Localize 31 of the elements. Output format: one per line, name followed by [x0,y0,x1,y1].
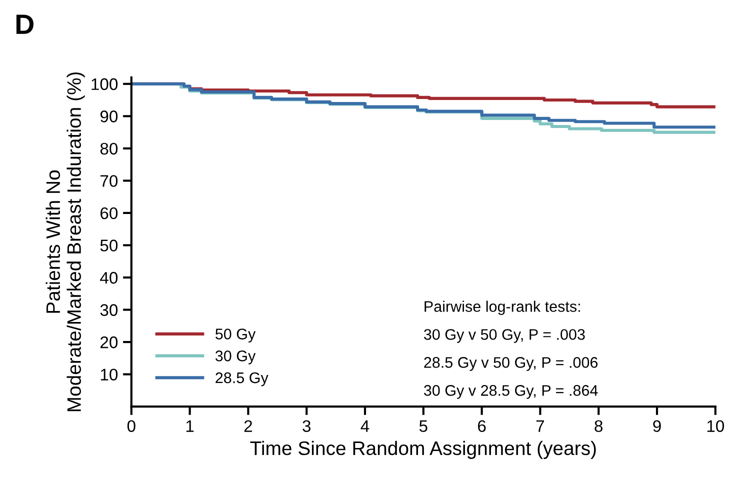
legend-label: 50 Gy [215,328,256,342]
legend-label: 28.5 Gy [216,372,268,386]
x-tick-label: 8 [594,420,603,432]
annotation: Pairwise log-rank tests: [424,300,580,315]
y-tick-label: 10 [100,368,118,380]
x-tick-label: 4 [360,420,370,432]
y-tick-label: 60 [100,207,118,220]
y-tick-label: 70 [100,175,118,187]
y-axis-title: Patients With No Moderate/Marked Breast Induration (%) [46,72,85,412]
x-tick-label: 0 [127,420,136,432]
annotation: 28.5 Gy v 50 Gy, P = .006 [424,357,598,371]
y-tick-label: 40 [100,272,118,284]
annotation: 30 Gy v 28.5 Gy, P = .864 [424,385,598,399]
legend-label: 30 Gy [215,350,256,364]
chart-title: D [16,14,34,34]
x-tick-label: 7 [536,420,544,432]
y-tick-label: 90 [100,110,118,122]
y-tick-label: 20 [100,336,118,348]
x-tick-label: 1 [186,420,194,432]
y-tick-label: 80 [100,142,118,155]
annotation: 30 Gy v 50 Gy, P = .003 [424,329,585,343]
x-tick-label: 6 [478,420,486,432]
x-axis-title: Time Since Random Assignment (years) [250,440,596,459]
y-tick-label: 50 [100,240,118,252]
x-tick-label: 2 [244,420,252,432]
x-tick-label: 9 [653,420,661,432]
x-tick-label: 10 [707,420,724,432]
y-tick-label: 30 [100,304,118,316]
y-tick-label: 100 [92,78,118,90]
x-tick-label: 3 [302,420,310,432]
x-tick-label: 5 [419,420,428,432]
